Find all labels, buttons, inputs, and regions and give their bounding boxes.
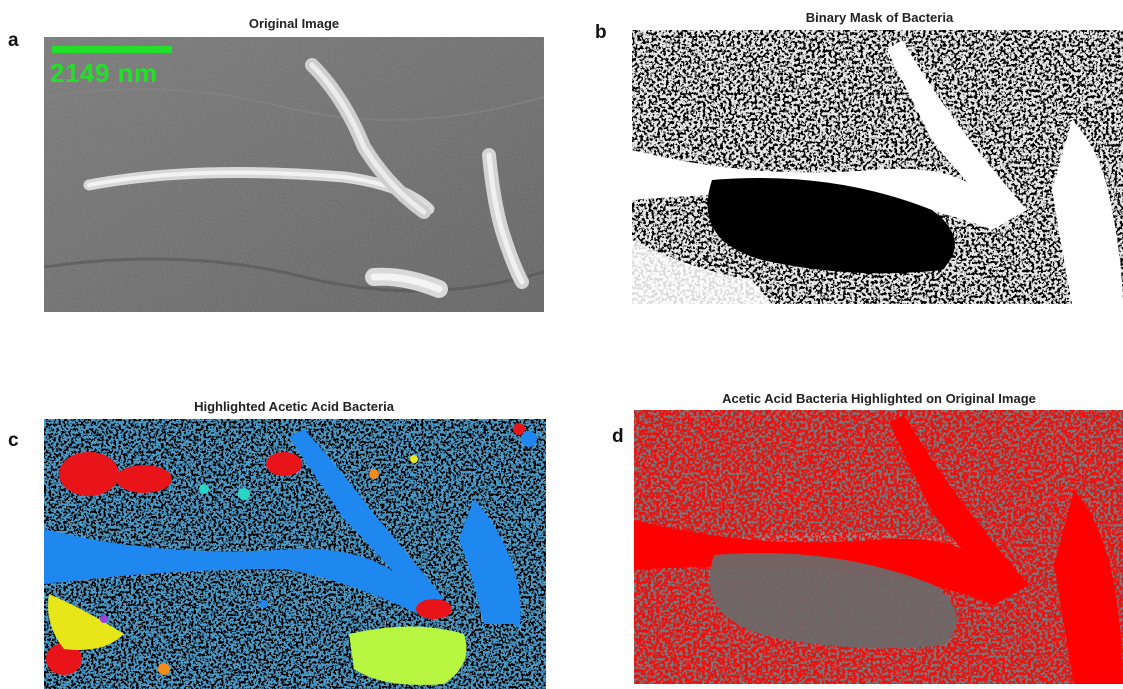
scale-bar <box>52 46 172 53</box>
panel-title-b: Binary Mask of Bacteria <box>805 10 954 25</box>
panel-title-a: Original Image <box>248 16 340 31</box>
panel-letter-c: c <box>8 430 19 451</box>
panel-title-c: Highlighted Acetic Acid Bacteria <box>194 399 394 414</box>
panel-letter-d: d <box>612 426 624 447</box>
panel-title-d: Acetic Acid Bacteria Highlighted on Orig… <box>722 391 1036 406</box>
binary-mask-image <box>632 30 1123 304</box>
overlay-image <box>634 410 1123 684</box>
panel-letter-a: a <box>8 30 19 51</box>
highlighted-bacteria-image <box>44 419 546 689</box>
panel-letter-b: b <box>595 22 607 43</box>
original-sem-image <box>44 37 544 312</box>
scale-bar-label: 2149 nm <box>50 58 158 88</box>
